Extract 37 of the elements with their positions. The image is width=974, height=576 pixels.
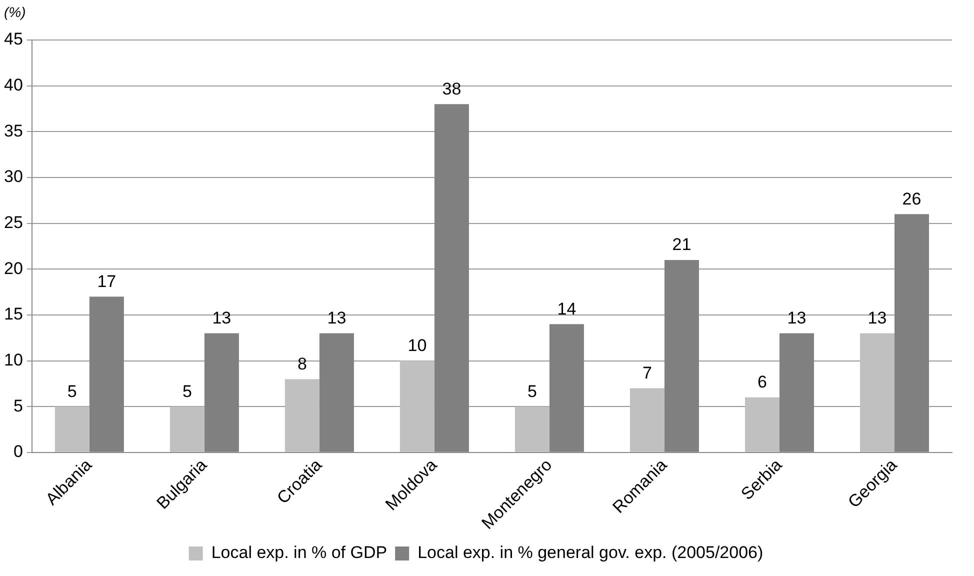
data-label: 5: [67, 382, 77, 401]
data-label: 26: [902, 189, 922, 208]
y-tick-label: 45: [4, 30, 23, 49]
bar: [514, 406, 550, 452]
data-label: 13: [212, 308, 232, 328]
data-label: 13: [868, 308, 887, 328]
bar: [170, 406, 204, 452]
data-label: 10: [408, 336, 427, 355]
bar: [630, 388, 664, 452]
bar: [860, 333, 894, 452]
legend-label: Local exp. in % of GDP: [211, 543, 388, 562]
data-label: 38: [442, 79, 462, 98]
y-tick-label: 35: [4, 121, 23, 140]
y-tick-label: 0: [13, 442, 23, 462]
data-label: 17: [97, 272, 116, 291]
data-label: 5: [527, 382, 537, 401]
y-tick-label: 10: [4, 350, 23, 370]
data-label: 21: [672, 235, 692, 254]
data-label: 14: [557, 299, 576, 318]
y-tick-label: 5: [13, 396, 23, 416]
data-label: 5: [182, 382, 192, 401]
y-tick-label: 30: [4, 167, 23, 186]
data-label: 8: [297, 354, 307, 374]
y-axis-title: (%): [4, 4, 26, 20]
y-tick-label: 20: [4, 258, 23, 278]
data-label: 7: [642, 363, 652, 382]
bar: [284, 379, 320, 452]
bar: [400, 360, 434, 452]
bar: [744, 397, 780, 452]
legend-label: Local exp. in % general gov. exp. (2005/2006): [418, 543, 764, 562]
y-tick-label: 40: [4, 76, 23, 95]
bar: [54, 406, 90, 452]
data-label: 6: [757, 372, 767, 392]
y-tick-label: 25: [4, 212, 23, 232]
data-label: 13: [787, 308, 806, 328]
y-tick-label: 15: [4, 304, 23, 324]
data-label: 13: [327, 308, 346, 328]
